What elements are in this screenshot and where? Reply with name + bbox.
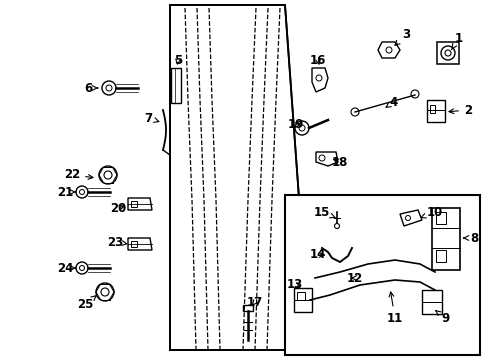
Text: 8: 8 — [463, 231, 477, 244]
Bar — [131, 201, 137, 207]
Bar — [431, 208, 459, 270]
Text: 7: 7 — [143, 112, 159, 125]
Text: 5: 5 — [174, 54, 182, 67]
Text: 21: 21 — [57, 185, 76, 198]
Bar — [293, 288, 311, 312]
Text: 25: 25 — [77, 296, 96, 311]
Text: 18: 18 — [331, 156, 347, 168]
Text: 2: 2 — [448, 104, 471, 117]
Text: 13: 13 — [286, 279, 303, 292]
Text: 24: 24 — [57, 261, 76, 274]
Text: 3: 3 — [394, 28, 409, 45]
Text: 20: 20 — [110, 202, 126, 215]
Text: 1: 1 — [450, 31, 462, 50]
Text: 23: 23 — [107, 235, 126, 248]
Text: 14: 14 — [309, 248, 325, 261]
Bar — [171, 68, 181, 103]
Text: 22: 22 — [64, 168, 93, 181]
Text: 6: 6 — [84, 81, 98, 94]
Text: 17: 17 — [246, 296, 263, 309]
Bar — [426, 100, 444, 122]
Bar — [435, 212, 445, 224]
Bar — [285, 195, 479, 355]
Text: 15: 15 — [313, 206, 335, 219]
Text: 16: 16 — [309, 54, 325, 67]
Bar — [421, 290, 441, 314]
Bar — [435, 250, 445, 262]
Text: 19: 19 — [287, 118, 304, 131]
Text: 12: 12 — [346, 271, 363, 284]
Bar — [296, 292, 305, 300]
Text: 4: 4 — [385, 95, 397, 108]
Text: 10: 10 — [420, 206, 442, 219]
Bar — [131, 241, 137, 247]
Text: 9: 9 — [435, 311, 448, 324]
Text: 11: 11 — [386, 292, 402, 324]
Bar — [429, 105, 434, 113]
Circle shape — [334, 224, 339, 229]
Bar — [243, 305, 252, 311]
Bar — [436, 42, 458, 64]
